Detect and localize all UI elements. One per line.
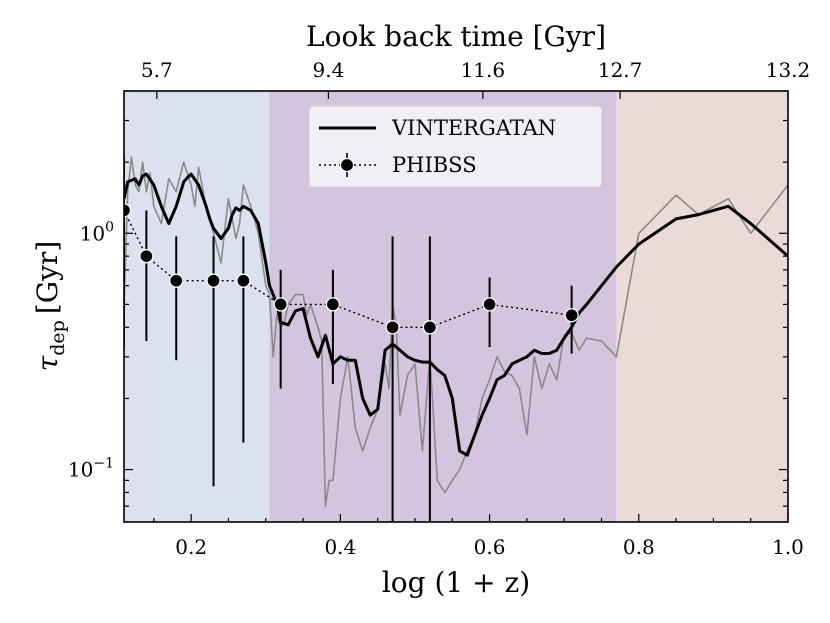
shaded-region-2: [616, 91, 788, 522]
shaded-region-0: [124, 91, 270, 522]
phibss-marker: [236, 273, 251, 288]
y-axis-title: τdep [Gyr]: [31, 241, 69, 372]
top-tick-label: 12.7: [598, 58, 643, 82]
top-tick-label: 5.7: [141, 58, 173, 82]
y-axis-symbol: τ: [31, 355, 64, 371]
x-tick-label: 0.2: [175, 535, 207, 559]
top-tick-label: 9.4: [313, 58, 345, 82]
x-tick-label: 0.8: [623, 535, 655, 559]
phibss-marker: [273, 297, 288, 312]
tick-labels: 0.2 0.4 0.6 0.8 1.0 5.7 9.4 11.6 12.7 13.2 100 10−1: [68, 58, 810, 559]
phibss-marker: [206, 273, 221, 288]
phibss-marker: [325, 297, 341, 312]
phibss-marker: [564, 308, 579, 323]
legend-box: [308, 105, 603, 188]
phibss-marker: [385, 320, 400, 335]
y-axis-subscript: dep: [47, 320, 69, 356]
phibss-marker: [139, 249, 154, 264]
legend-phibss-label: PHIBSS: [392, 153, 477, 177]
legend: VINTERGATAN PHIBSS: [308, 105, 603, 188]
phibss-marker: [124, 203, 132, 218]
x-tick-label: 1.0: [772, 535, 804, 559]
legend-vintergatan-label: VINTERGATAN: [391, 116, 556, 140]
y-tick-label: 10−1: [68, 456, 114, 482]
top-tick-label: 13.2: [766, 58, 811, 82]
phibss-marker: [482, 297, 497, 312]
legend-phibss-marker: [339, 157, 355, 173]
phibss-points: [124, 157, 579, 522]
phibss-marker: [422, 320, 438, 335]
series-line-fluctuating: [124, 156, 788, 508]
plot-frame: [123, 90, 789, 523]
phibss-marker: [169, 273, 184, 288]
series-lines: [124, 156, 788, 508]
x-tick-label: 0.6: [474, 535, 506, 559]
y-tick-label: 100: [80, 219, 114, 245]
y-axis-unit: [Gyr]: [31, 241, 64, 314]
axis-ticks: [124, 90, 789, 523]
x-tick-label: 0.4: [324, 535, 356, 559]
top-axis-title: Look back time [Gyr]: [306, 20, 606, 53]
series-line-vintergatan: [124, 172, 788, 457]
top-tick-label: 11.6: [461, 58, 506, 82]
x-axis-title: log (1 + z): [382, 566, 530, 599]
